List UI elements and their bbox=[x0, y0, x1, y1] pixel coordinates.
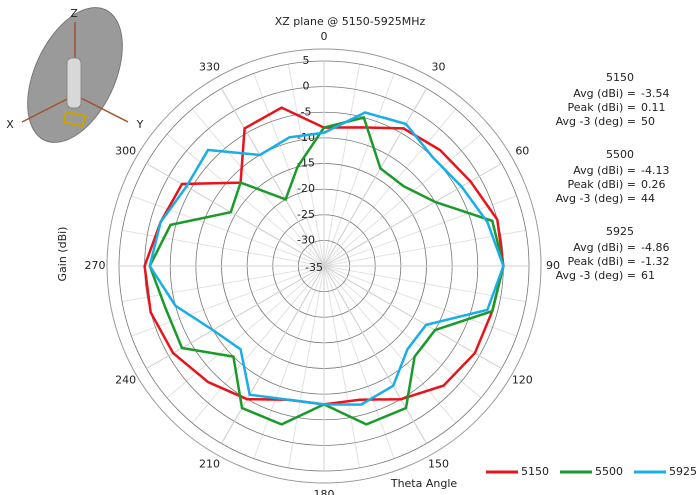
theta-tick-label: 240 bbox=[115, 374, 136, 387]
legend-label: 5150 bbox=[521, 465, 549, 478]
theta-tick-label: 270 bbox=[85, 259, 106, 272]
icon-axis bbox=[21, 94, 76, 123]
theta-tick-label: 60 bbox=[515, 145, 529, 158]
stats-value: -1.32 bbox=[641, 255, 669, 268]
r-tick-label: 0 bbox=[303, 80, 310, 93]
theta-tick-label: 120 bbox=[512, 374, 533, 387]
stats-label: Peak (dBi) = bbox=[568, 101, 637, 114]
stats-title: 5500 bbox=[606, 148, 634, 161]
spoke bbox=[221, 265, 325, 444]
theta-axis-label: Theta Angle bbox=[390, 477, 458, 490]
r-tick-label: -10 bbox=[297, 131, 315, 144]
spoke bbox=[323, 163, 502, 267]
icon-axis bbox=[74, 94, 129, 123]
stats-value: 50 bbox=[641, 115, 655, 128]
stats-value: 0.11 bbox=[641, 101, 666, 114]
stats-label: Avg (dBi) = bbox=[573, 241, 636, 254]
stats-value: -4.86 bbox=[641, 241, 669, 254]
theta-tick-label: 30 bbox=[432, 61, 446, 74]
stats-label: Peak (dBi) = bbox=[568, 255, 637, 268]
stats-title: 5925 bbox=[606, 225, 634, 238]
icon-axis-label: Z bbox=[70, 7, 78, 20]
theta-tick-label: 150 bbox=[428, 457, 449, 470]
icon-axis-label: X bbox=[6, 118, 14, 131]
antenna-icon bbox=[21, 7, 129, 143]
spoke bbox=[146, 163, 325, 267]
theta-tick-label: 90 bbox=[546, 259, 560, 272]
series-line bbox=[148, 111, 505, 406]
icon-antenna bbox=[66, 57, 82, 109]
icon-base bbox=[62, 110, 88, 128]
r-tick-label: -30 bbox=[297, 233, 315, 246]
stats-label: Avg -3 (deg) = bbox=[556, 269, 636, 282]
stats-label: Peak (dBi) = bbox=[568, 178, 637, 191]
r-tick-label: -35 bbox=[305, 261, 323, 274]
theta-tick-label: 180 bbox=[314, 488, 335, 495]
stats-value: -3.54 bbox=[641, 87, 669, 100]
icon-axis-label: Y bbox=[136, 118, 144, 131]
spoke bbox=[323, 265, 502, 369]
theta-tick-label: 210 bbox=[199, 457, 220, 470]
grid bbox=[106, 48, 542, 484]
r-tick-label: 5 bbox=[303, 54, 310, 67]
r-tick-label: -5 bbox=[301, 105, 312, 118]
r-tick-label: -20 bbox=[297, 182, 315, 195]
chart-title: XZ plane @ 5150-5925MHz bbox=[275, 15, 426, 28]
spoke bbox=[146, 265, 325, 369]
stats-label: Avg -3 (deg) = bbox=[556, 115, 636, 128]
legend-label: 5500 bbox=[595, 465, 623, 478]
spoke bbox=[323, 265, 427, 444]
stats-label: Avg -3 (deg) = bbox=[556, 192, 636, 205]
stats-value: 0.26 bbox=[641, 178, 666, 191]
r-tick-label: -25 bbox=[297, 208, 315, 221]
stats-value: -4.13 bbox=[641, 164, 669, 177]
spoke bbox=[221, 88, 325, 267]
stats-label: Avg (dBi) = bbox=[573, 164, 636, 177]
theta-tick-label: 300 bbox=[115, 145, 136, 158]
r-axis-label: Gain (dBi) bbox=[56, 227, 69, 282]
stats-value: 61 bbox=[641, 269, 655, 282]
theta-tick-label: 0 bbox=[321, 30, 328, 43]
stats-title: 5150 bbox=[606, 71, 634, 84]
stats-value: 44 bbox=[641, 192, 655, 205]
stats-label: Avg (dBi) = bbox=[573, 87, 636, 100]
theta-tick-label: 330 bbox=[199, 61, 220, 74]
outer-ring bbox=[106, 48, 542, 484]
legend-label: 5925 bbox=[669, 465, 697, 478]
spoke bbox=[323, 88, 427, 267]
